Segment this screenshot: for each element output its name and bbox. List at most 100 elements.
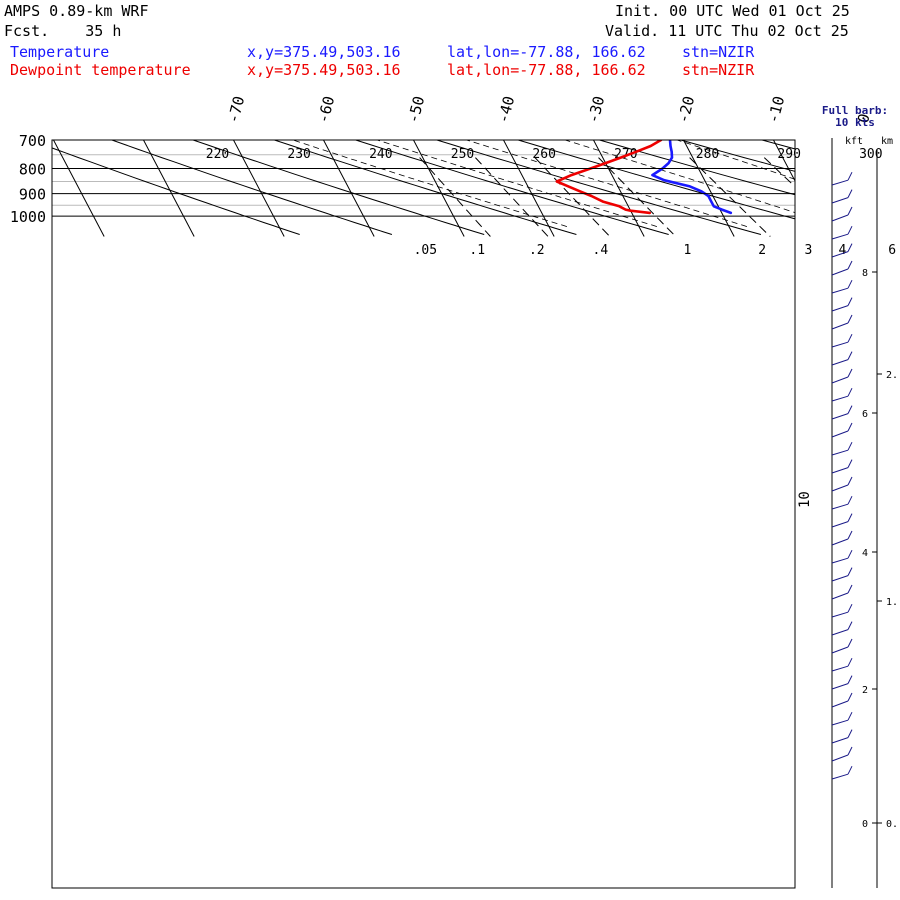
mixing-ratio-line bbox=[763, 157, 795, 188]
wind-barb-flag bbox=[847, 513, 853, 522]
mixing-ratio-line bbox=[475, 157, 549, 237]
temperature-tick-label: -50 bbox=[404, 94, 428, 125]
wind-barb-staff bbox=[831, 683, 849, 690]
wind-barb-flag bbox=[847, 621, 853, 630]
wind-barb-units: 10 kts bbox=[835, 116, 875, 129]
wind-barb-flag bbox=[847, 422, 853, 432]
legend-temperature-latlon: lat,lon=-77.88, 166.62 bbox=[447, 43, 646, 61]
wind-barb-staff bbox=[831, 376, 849, 384]
pressure-tick-label: 900 bbox=[19, 186, 46, 204]
wind-barb-staff bbox=[831, 413, 849, 420]
mixing-ratio-label: .05 bbox=[414, 243, 437, 258]
wind-barb-flag bbox=[847, 387, 853, 397]
wind-barb-flag bbox=[847, 405, 853, 414]
mixing-ratio-label: 3 bbox=[805, 243, 813, 258]
wind-barb bbox=[831, 675, 853, 690]
dry-adiabat-line bbox=[52, 147, 300, 235]
wind-barb-flag bbox=[847, 567, 853, 576]
mixing-ratio-line bbox=[894, 158, 900, 237]
wind-barb-flag bbox=[847, 243, 853, 252]
temperature-tick-label: -70 bbox=[224, 94, 248, 125]
wind-barb bbox=[831, 549, 853, 564]
wind-barb-staff bbox=[831, 646, 849, 654]
wind-barb-flag bbox=[847, 297, 853, 306]
wind-barb-staff bbox=[831, 773, 849, 780]
wind-barb-staff bbox=[831, 305, 849, 312]
temperature-profile bbox=[651, 140, 733, 215]
kft-tick-label: 4 bbox=[862, 548, 868, 559]
wind-barb-staff bbox=[831, 557, 849, 564]
moist-adiabat-label: 10 bbox=[797, 491, 813, 508]
dry-adiabat-label: 300 bbox=[859, 147, 882, 162]
wind-barb-staff bbox=[831, 214, 849, 222]
wind-barb bbox=[831, 495, 853, 510]
wind-barb bbox=[831, 765, 853, 780]
wind-barb bbox=[831, 603, 853, 618]
kft-axis-label: kft bbox=[845, 136, 863, 147]
wind-barb bbox=[831, 422, 853, 438]
moist-adiabat-line bbox=[291, 140, 568, 227]
mixing-ratio-line bbox=[419, 157, 491, 237]
wind-barb-flag bbox=[847, 675, 853, 684]
wind-barb bbox=[831, 225, 853, 240]
wind-barb-flag bbox=[847, 459, 853, 468]
model-title: AMPS 0.89-km WRF bbox=[4, 2, 149, 20]
isotherm-line bbox=[592, 140, 645, 237]
dry-adiabat-line bbox=[110, 140, 393, 235]
wind-barb bbox=[831, 243, 853, 258]
wind-barb bbox=[831, 297, 853, 312]
wind-barb bbox=[831, 459, 853, 474]
wind-barb-staff bbox=[831, 233, 849, 240]
wind-barb-staff bbox=[831, 197, 849, 204]
mixing-ratio-label: 4 bbox=[839, 243, 847, 258]
wind-barb-staff bbox=[831, 521, 849, 528]
wind-barb bbox=[831, 351, 853, 366]
wind-barb-staff bbox=[831, 629, 849, 636]
wind-barb-flag bbox=[847, 729, 853, 738]
dry-adiabat-line bbox=[191, 140, 485, 235]
dewpoint-profile bbox=[555, 140, 663, 215]
legend-dewpoint-latlon: lat,lon=-77.88, 166.62 bbox=[447, 61, 646, 79]
wind-barb-flag bbox=[847, 225, 853, 235]
wind-barb bbox=[831, 405, 853, 420]
wind-barb-staff bbox=[831, 719, 849, 726]
temperature-tick-label: -10 bbox=[764, 94, 788, 125]
wind-barb bbox=[831, 206, 853, 222]
kft-tick-label: 2 bbox=[862, 685, 868, 696]
km-tick-label: 1. bbox=[886, 597, 898, 608]
isotherm-line bbox=[142, 140, 195, 237]
temperature-tick-label: -20 bbox=[674, 94, 698, 125]
wind-barb-flag bbox=[847, 206, 853, 216]
kft-tick-label: 0 bbox=[862, 819, 868, 830]
km-axis-label: km bbox=[881, 136, 893, 147]
wind-barb-flag bbox=[847, 171, 853, 181]
wind-barb-flag bbox=[847, 603, 853, 613]
wind-barb-staff bbox=[831, 395, 849, 402]
wind-barb bbox=[831, 476, 853, 492]
legend-dewpoint-name: Dewpoint temperature bbox=[10, 61, 191, 79]
init-time: Init. 00 UTC Wed 01 Oct 25 bbox=[615, 2, 850, 20]
wind-barb-staff bbox=[831, 575, 849, 582]
wind-barb-staff bbox=[831, 251, 849, 258]
pressure-tick-label: 1000 bbox=[10, 208, 46, 226]
temperature-tick-label: -40 bbox=[494, 94, 518, 125]
wind-barb-flag bbox=[847, 351, 853, 360]
legend-temperature-name: Temperature bbox=[10, 43, 110, 61]
wind-barb bbox=[831, 567, 853, 582]
wind-barb-flag bbox=[847, 314, 853, 324]
wind-barb-flag bbox=[847, 765, 853, 775]
dry-adiabat-label: 280 bbox=[696, 147, 719, 162]
wind-barb-staff bbox=[831, 592, 849, 600]
dry-adiabat-line bbox=[435, 140, 762, 235]
mixing-ratio-line bbox=[689, 157, 771, 237]
wind-barb-flag bbox=[847, 530, 853, 540]
wind-barb bbox=[831, 387, 853, 402]
dry-adiabat-line bbox=[272, 140, 577, 235]
wind-barb-staff bbox=[831, 484, 849, 492]
wind-barb-staff bbox=[831, 449, 849, 456]
km-tick-label: 0. bbox=[886, 819, 898, 830]
wind-barb-flag bbox=[847, 584, 853, 594]
moist-adiabat-line bbox=[563, 140, 795, 214]
moist-adiabat-line bbox=[465, 140, 748, 227]
wind-barb-flag bbox=[847, 746, 853, 756]
